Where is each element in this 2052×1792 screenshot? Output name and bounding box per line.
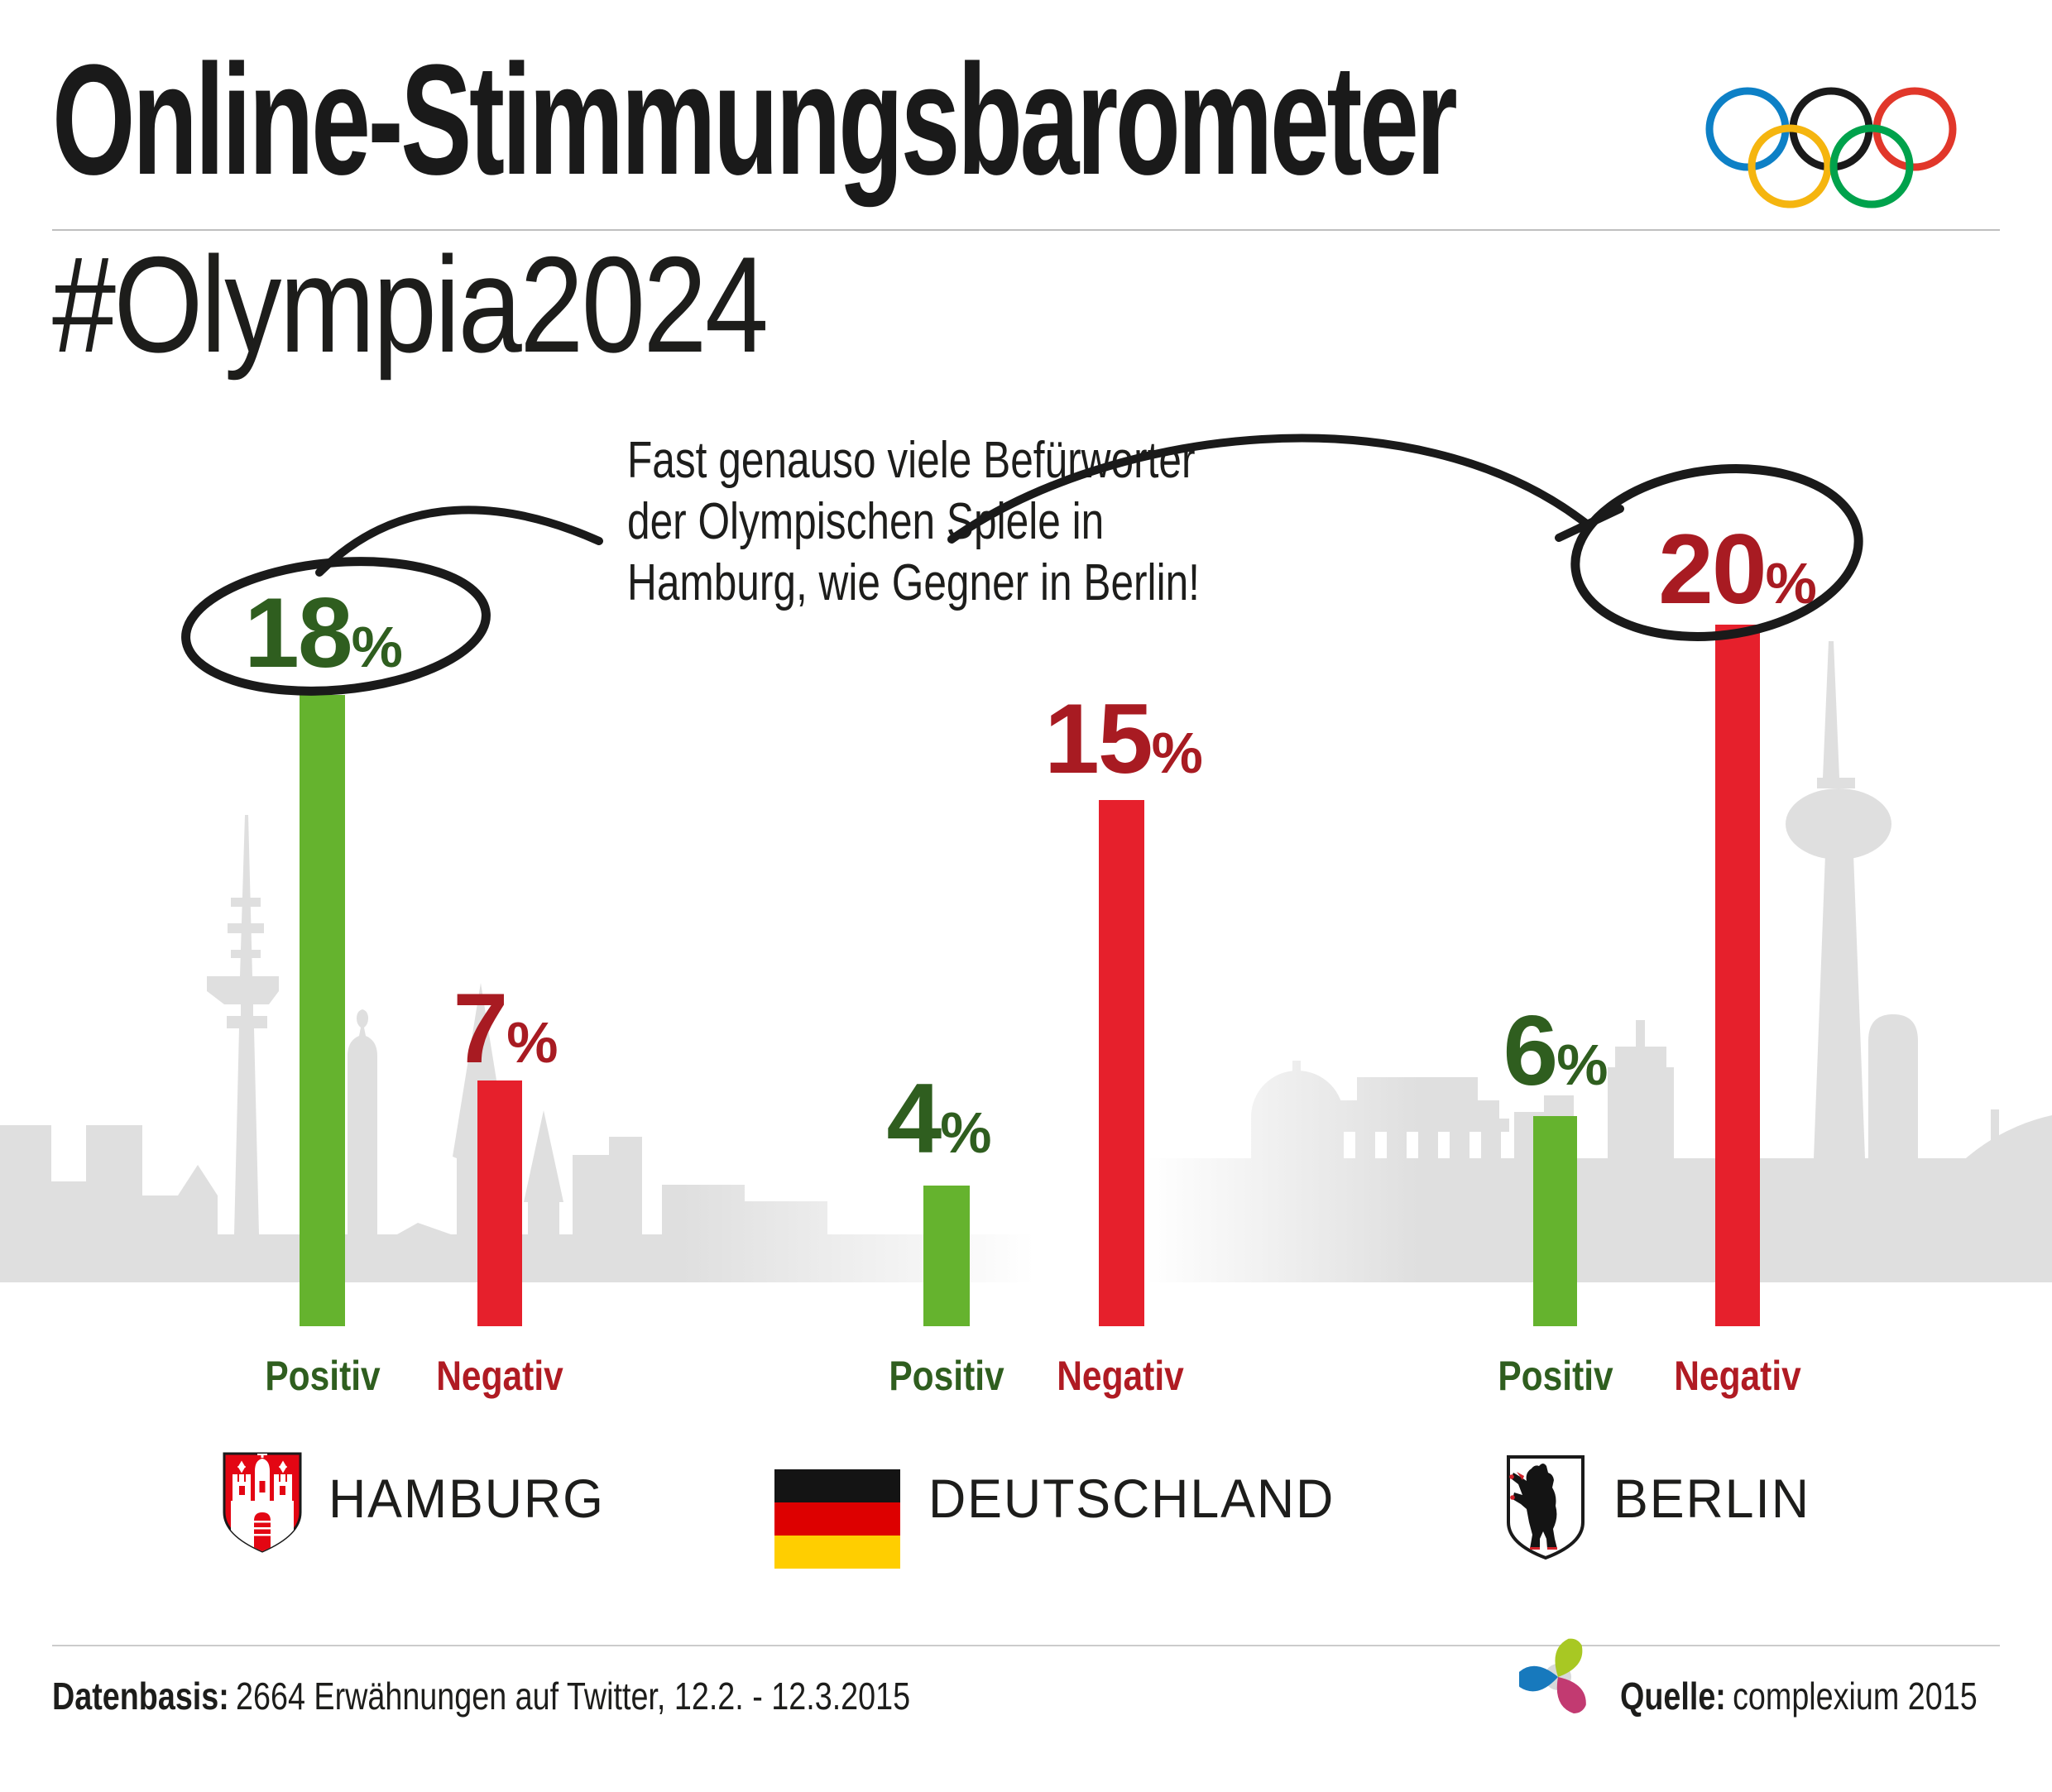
annotation-line: Hamburg, wie Gegner in Berlin!	[627, 554, 1200, 611]
percent-sign: %	[1765, 551, 1817, 616]
city-label-berlin: BERLIN	[1613, 1468, 1810, 1529]
percent-sign: %	[940, 1100, 992, 1165]
bar-hamburg-negative	[477, 1080, 522, 1326]
annotation-text: Fast genauso viele Befürworter der Olymp…	[627, 430, 1200, 614]
source-label: Quelle:	[1620, 1675, 1726, 1718]
percent-sign: %	[1556, 1033, 1609, 1097]
annotation-line: Fast genauso viele Befürworter	[627, 432, 1196, 489]
header-divider	[52, 229, 2000, 231]
value-label-deutschland-negative: 15%	[1044, 689, 1203, 788]
value-number: 15	[1044, 683, 1153, 794]
tv-tower-sphere	[1786, 788, 1891, 860]
axis-label-negativ: Negativ	[1057, 1353, 1184, 1399]
city-skyline-silhouette	[0, 641, 2052, 1282]
bar-deutschland-positive	[923, 1186, 970, 1326]
footer-divider	[52, 1645, 2000, 1646]
data-basis-value: 2664 Erwähnungen auf Twitter, 12.2. - 12…	[236, 1675, 911, 1718]
value-label-berlin-negative: 20%	[1658, 520, 1817, 619]
complexium-logo-icon	[1519, 1638, 1586, 1713]
percent-sign: %	[1151, 721, 1203, 785]
page-title: Online-Stimmungsbarometer	[52, 32, 1458, 208]
berlin-skyline	[1146, 641, 2052, 1282]
flag-stripe-red	[774, 1502, 900, 1536]
data-basis-label: Datenbasis:	[52, 1675, 229, 1718]
bar-berlin-negative	[1715, 625, 1760, 1326]
axis-label-negativ: Negativ	[1674, 1353, 1801, 1399]
olympic-rings-icon	[1705, 87, 1957, 208]
value-label-deutschland-positive: 4%	[887, 1069, 992, 1168]
hamburg-skyline	[0, 815, 1034, 1282]
germany-flag-icon	[774, 1469, 900, 1569]
axis-label-positiv: Positiv	[1498, 1353, 1613, 1399]
berlin-crest-icon	[1507, 1455, 1585, 1560]
flag-stripe-black	[774, 1469, 900, 1502]
connector-line-left	[315, 505, 603, 577]
value-number: 18	[244, 577, 352, 688]
connector-tick	[1555, 505, 1624, 542]
value-number: 4	[886, 1063, 942, 1174]
annotation-line: der Olympischen Spiele in	[627, 493, 1105, 550]
value-label-hamburg-negative: 7%	[453, 979, 559, 1078]
value-label-berlin-positive: 6%	[1503, 1001, 1609, 1100]
value-number: 7	[453, 973, 509, 1084]
city-label-deutschland: DEUTSCHLAND	[928, 1468, 1335, 1529]
source-value: complexium 2015	[1733, 1675, 1978, 1718]
percent-sign: %	[506, 1010, 559, 1075]
hamburg-crest-icon	[223, 1452, 302, 1553]
city-label-hamburg: HAMBURG	[328, 1468, 605, 1529]
value-number: 20	[1658, 514, 1767, 625]
bar-berlin-positive	[1533, 1116, 1577, 1326]
axis-label-positiv: Positiv	[889, 1353, 1004, 1399]
bar-hamburg-positive	[300, 695, 345, 1326]
value-label-hamburg-positive: 18%	[244, 583, 403, 683]
axis-label-positiv: Positiv	[265, 1353, 381, 1399]
hashtag-subtitle: #Olympia2024	[52, 228, 769, 381]
flag-stripe-gold	[774, 1536, 900, 1569]
axis-label-negativ: Negativ	[436, 1353, 563, 1399]
value-number: 6	[1503, 995, 1559, 1106]
bar-deutschland-negative	[1099, 800, 1144, 1326]
data-basis-note: Datenbasis: 2664 Erwähnungen auf Twitter,…	[52, 1673, 910, 1721]
source-note: Quelle: complexium 2015	[1620, 1673, 1978, 1721]
percent-sign: %	[351, 615, 403, 679]
